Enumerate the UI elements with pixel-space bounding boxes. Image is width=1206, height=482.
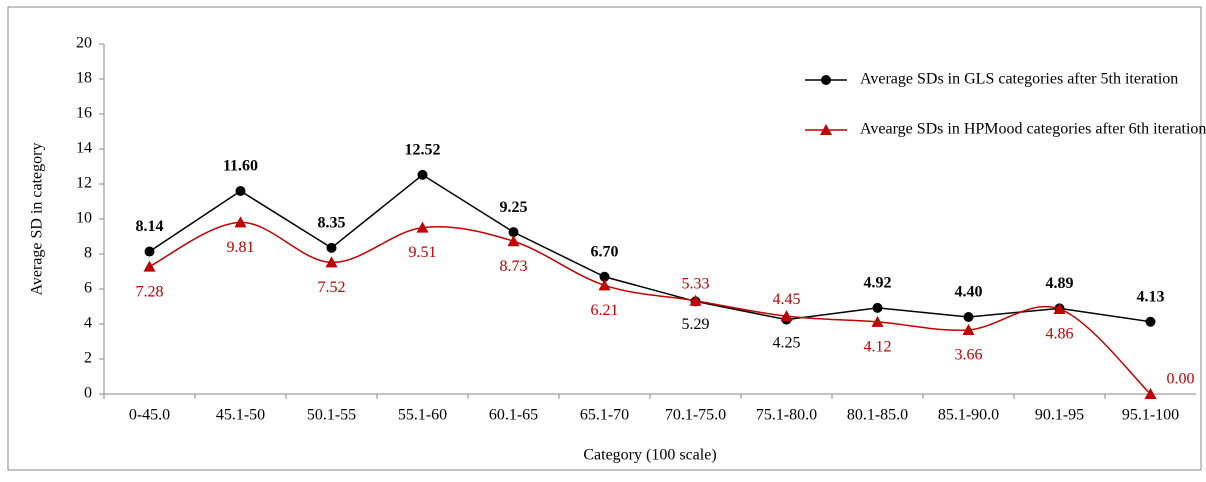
marker — [780, 310, 793, 322]
marker — [325, 256, 338, 268]
marker — [234, 216, 247, 228]
data-label: 4.13 — [1137, 288, 1165, 305]
x-tick-label: 60.1-65 — [489, 407, 538, 424]
marker — [508, 227, 519, 238]
data-label: 4.86 — [1046, 326, 1074, 343]
data-label: 4.92 — [864, 275, 892, 292]
x-tick-label: 95.1-100 — [1122, 407, 1179, 424]
y-tick-label: 12 — [76, 175, 92, 192]
marker — [143, 260, 156, 272]
y-tick-label: 4 — [84, 315, 92, 332]
data-label: 12.52 — [405, 142, 441, 159]
y-tick-label: 16 — [76, 105, 92, 122]
y-tick-label: 20 — [76, 35, 92, 52]
data-label: 8.35 — [318, 215, 346, 232]
marker — [144, 246, 155, 257]
x-tick-label: 75.1-80.0 — [756, 407, 817, 424]
marker — [1053, 302, 1066, 314]
x-tick-label: 85.1-90.0 — [938, 407, 999, 424]
data-label: 5.29 — [682, 316, 710, 333]
series-line — [149, 221, 1152, 395]
x-tick-label: 45.1-50 — [216, 407, 265, 424]
data-label: 4.40 — [955, 284, 983, 301]
series-line — [149, 173, 1151, 323]
data-label: 9.25 — [500, 199, 528, 216]
data-label: 7.52 — [318, 279, 346, 296]
marker — [1145, 316, 1156, 327]
data-label: 0.00 — [1167, 371, 1195, 388]
marker — [507, 235, 520, 247]
data-label: 4.12 — [864, 339, 892, 356]
x-tick-label: 65.1-70 — [580, 407, 629, 424]
marker — [962, 323, 975, 335]
x-axis-title: Category (100 scale) — [583, 447, 716, 464]
data-label: 4.45 — [773, 291, 801, 308]
x-tick-label: 80.1-85.0 — [847, 407, 908, 424]
marker — [235, 186, 246, 196]
marker — [872, 302, 883, 313]
x-tick-label: 50.1-55 — [307, 407, 356, 424]
marker — [871, 315, 884, 327]
x-tick-label: 55.1-60 — [398, 407, 447, 424]
legend-label: Average SDs in GLS categories after 5th … — [860, 71, 1178, 88]
marker — [326, 242, 337, 253]
marker — [417, 169, 428, 180]
marker — [1144, 388, 1157, 399]
data-label: 8.73 — [500, 258, 528, 275]
data-label: 8.14 — [136, 218, 164, 235]
y-tick-label: 14 — [76, 140, 92, 157]
x-tick-label: 0-45.0 — [129, 407, 170, 424]
y-tick-label: 0 — [84, 385, 92, 402]
marker — [963, 312, 974, 322]
x-tick-label: 70.1-75.0 — [665, 407, 726, 424]
marker — [599, 271, 610, 282]
marker — [689, 294, 702, 306]
data-label: 3.66 — [955, 347, 983, 364]
data-label: 6.70 — [591, 243, 619, 260]
marker — [821, 75, 831, 85]
marker — [416, 221, 429, 233]
legend-label: Avearge SDs in HPMood categories after 6… — [860, 121, 1206, 138]
data-label: 5.33 — [682, 275, 710, 292]
data-label: 11.60 — [223, 158, 258, 175]
marker — [820, 124, 832, 135]
y-tick-label: 18 — [76, 70, 92, 87]
y-axis-title: Average SD in category — [29, 143, 46, 296]
data-label: 7.28 — [136, 283, 164, 300]
y-tick-label: 10 — [76, 210, 92, 227]
y-tick-label: 2 — [84, 350, 92, 367]
y-tick-label: 6 — [84, 280, 92, 297]
data-label: 9.51 — [409, 244, 437, 261]
data-label: 9.81 — [227, 239, 255, 256]
chart-frame — [7, 6, 1202, 471]
x-tick-label: 90.1-95 — [1035, 407, 1084, 424]
data-label: 6.21 — [591, 302, 619, 319]
y-tick-label: 8 — [84, 245, 92, 262]
data-label: 4.89 — [1046, 275, 1074, 292]
marker — [598, 279, 611, 291]
data-label: 4.25 — [773, 334, 801, 351]
